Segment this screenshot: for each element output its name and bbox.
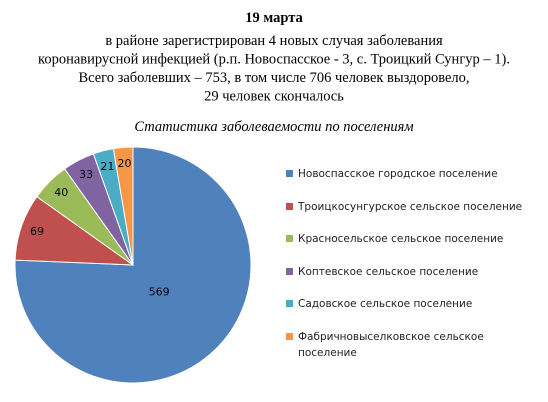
data-label: 21 xyxy=(100,160,114,173)
data-label: 20 xyxy=(118,157,132,170)
subtitle-line: 29 человек скончалось xyxy=(204,89,344,105)
data-label: 40 xyxy=(54,186,68,199)
legend-label: Фабричновыселковское сельское поселение xyxy=(298,331,484,359)
subtitle-line: в районе зарегистрирован 4 новых случая … xyxy=(105,33,443,49)
chart-title: 19 марта xyxy=(245,10,303,26)
data-label: 33 xyxy=(79,168,93,181)
legend-item: Красносельское сельское поселение xyxy=(286,231,530,247)
legend-label: Садовское сельское поселение xyxy=(298,298,473,311)
legend-label: Троицкосунгурское сельское поселение xyxy=(298,200,523,213)
legend-item: Фабричновыселковское сельское поселение xyxy=(286,329,530,361)
subtitle-line: Всего заболевших – 753, в том числе 706 … xyxy=(78,70,469,86)
legend-item: Новоспасское городское поселение xyxy=(286,166,530,182)
legend-swatch xyxy=(286,202,293,210)
chart-caption: Статистика заболеваемости по поселениям xyxy=(134,119,413,135)
legend-label: Красносельское сельское поселение xyxy=(298,233,504,246)
data-label: 69 xyxy=(30,225,44,238)
legend-label: Новоспасское городское поселение xyxy=(298,168,498,180)
legend-swatch xyxy=(286,235,293,243)
legend-swatch xyxy=(286,170,293,177)
legend-swatch xyxy=(286,267,293,275)
legend-label: Коптевское сельское поселение xyxy=(298,265,479,278)
legend-swatch xyxy=(286,333,293,340)
legend-swatch xyxy=(286,300,293,308)
pie-slice xyxy=(112,146,134,266)
data-label: 569 xyxy=(149,285,170,298)
legend-item: Троицкосунгурское сельское поселение xyxy=(286,199,530,215)
legend-item: Коптевское сельское поселение xyxy=(286,264,530,280)
subtitle-line: коронавирусной инфекцией (р.п. Новоспасс… xyxy=(38,52,510,68)
legend-item: Садовское сельское поселение xyxy=(286,296,530,312)
